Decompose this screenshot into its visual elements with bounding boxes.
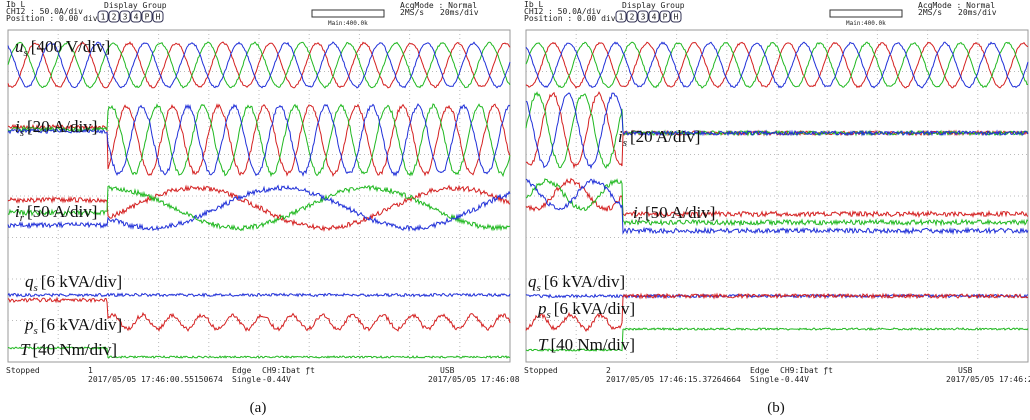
time-div: 20ms/div: [440, 8, 479, 17]
memory-bar: [312, 10, 384, 17]
group-button-label: 2: [112, 13, 117, 22]
position: Position : 0.00 div: [6, 14, 98, 23]
figure: Ib_LCH12: 50.0A/divPosition : 0.00 divDi…: [0, 0, 1030, 420]
group-button-label: 1: [619, 13, 624, 22]
trace-subscript: s: [20, 127, 24, 139]
trace-scale: [20 A/div]: [630, 127, 700, 146]
trace-label: is[20 A/div]: [618, 127, 700, 149]
main-size: Main:400.0k: [846, 20, 886, 27]
index: 2: [606, 366, 611, 375]
trace-subscript: s: [537, 282, 541, 294]
date: 2017/05/05 17:46:22: [946, 375, 1030, 384]
trace-scale: [400 V/div]: [31, 37, 111, 56]
trace-scale: [6 kVA/div]: [544, 272, 625, 291]
trace-scale: [50 A/div]: [27, 202, 97, 221]
group-button-label: 3: [123, 13, 128, 22]
storage: USB: [440, 366, 455, 375]
storage: USB: [958, 366, 973, 375]
state: Stopped: [6, 366, 40, 375]
mode: Single: [232, 375, 261, 384]
trace-scale: [20 A/div]: [27, 117, 97, 136]
caption: (b): [767, 400, 785, 416]
screen: [8, 30, 510, 362]
group-button-label: 4: [134, 13, 139, 22]
group-button-label: P: [663, 13, 668, 22]
group-button-label: P: [145, 13, 150, 22]
trace-scale: [50 A/div]: [645, 203, 715, 222]
trace-subscript: s: [24, 47, 28, 59]
group-button-label: 2: [630, 13, 635, 22]
trace-symbol: p: [537, 299, 547, 318]
group-button-label: 1: [101, 13, 106, 22]
trace-label: is[20 A/div]: [15, 117, 97, 139]
main-size: Main:400.0k: [328, 20, 368, 27]
trigger: Edge: [750, 366, 769, 375]
trace-label: ir[50 A/div]: [15, 202, 97, 224]
trace-scale: [40 Nm/div]: [32, 340, 117, 359]
state: Stopped: [524, 366, 558, 375]
group-button-label: H: [156, 13, 161, 22]
display-group: Display Group: [622, 1, 685, 10]
trace-scale: [6 kVA/div]: [554, 299, 635, 318]
trace-symbol: p: [24, 315, 34, 334]
time-div: 20ms/div: [958, 8, 997, 17]
trace-label: T[40 Nm/div]: [538, 335, 635, 354]
sample-rate: 2MS/s: [400, 8, 424, 17]
trace-scale: [6 kVA/div]: [41, 272, 122, 291]
level: -0.44V: [780, 375, 809, 384]
source: CH9:Ibat ƒt: [262, 366, 315, 375]
trace-subscript: s: [547, 309, 551, 321]
group-button-label: 4: [652, 13, 657, 22]
trace-subscript: s: [34, 282, 38, 294]
sample-rate: 2MS/s: [918, 8, 942, 17]
trace-label: T[40 Nm/div]: [20, 340, 117, 359]
memory-bar: [830, 10, 902, 17]
trace-subscript: r: [638, 213, 643, 225]
trace-label: ir[50 A/div]: [633, 203, 715, 225]
position: Position : 0.00 div: [524, 14, 616, 23]
trace-subscript: s: [623, 137, 627, 149]
trigger-time: 2017/05/05 17:46:15.37264664: [606, 375, 741, 384]
trace-symbol: T: [538, 335, 549, 354]
trace-subscript: r: [20, 212, 25, 224]
trigger-time: 2017/05/05 17:46:00.55150674: [88, 375, 223, 384]
trigger: Edge: [232, 366, 251, 375]
display-group: Display Group: [104, 1, 167, 10]
trace-scale: [40 Nm/div]: [550, 335, 635, 354]
group-button-label: H: [674, 13, 679, 22]
trace-symbol: u: [15, 37, 24, 56]
level: -0.44V: [262, 375, 291, 384]
trace-subscript: s: [34, 325, 38, 337]
mode: Single: [750, 375, 779, 384]
date: 2017/05/05 17:46:08: [428, 375, 520, 384]
trace-symbol: T: [20, 340, 31, 359]
caption: (a): [250, 400, 267, 416]
source: CH9:Ibat ƒt: [780, 366, 833, 375]
index: 1: [88, 366, 93, 375]
trace-scale: [6 kVA/div]: [41, 315, 122, 334]
group-button-label: 3: [641, 13, 646, 22]
